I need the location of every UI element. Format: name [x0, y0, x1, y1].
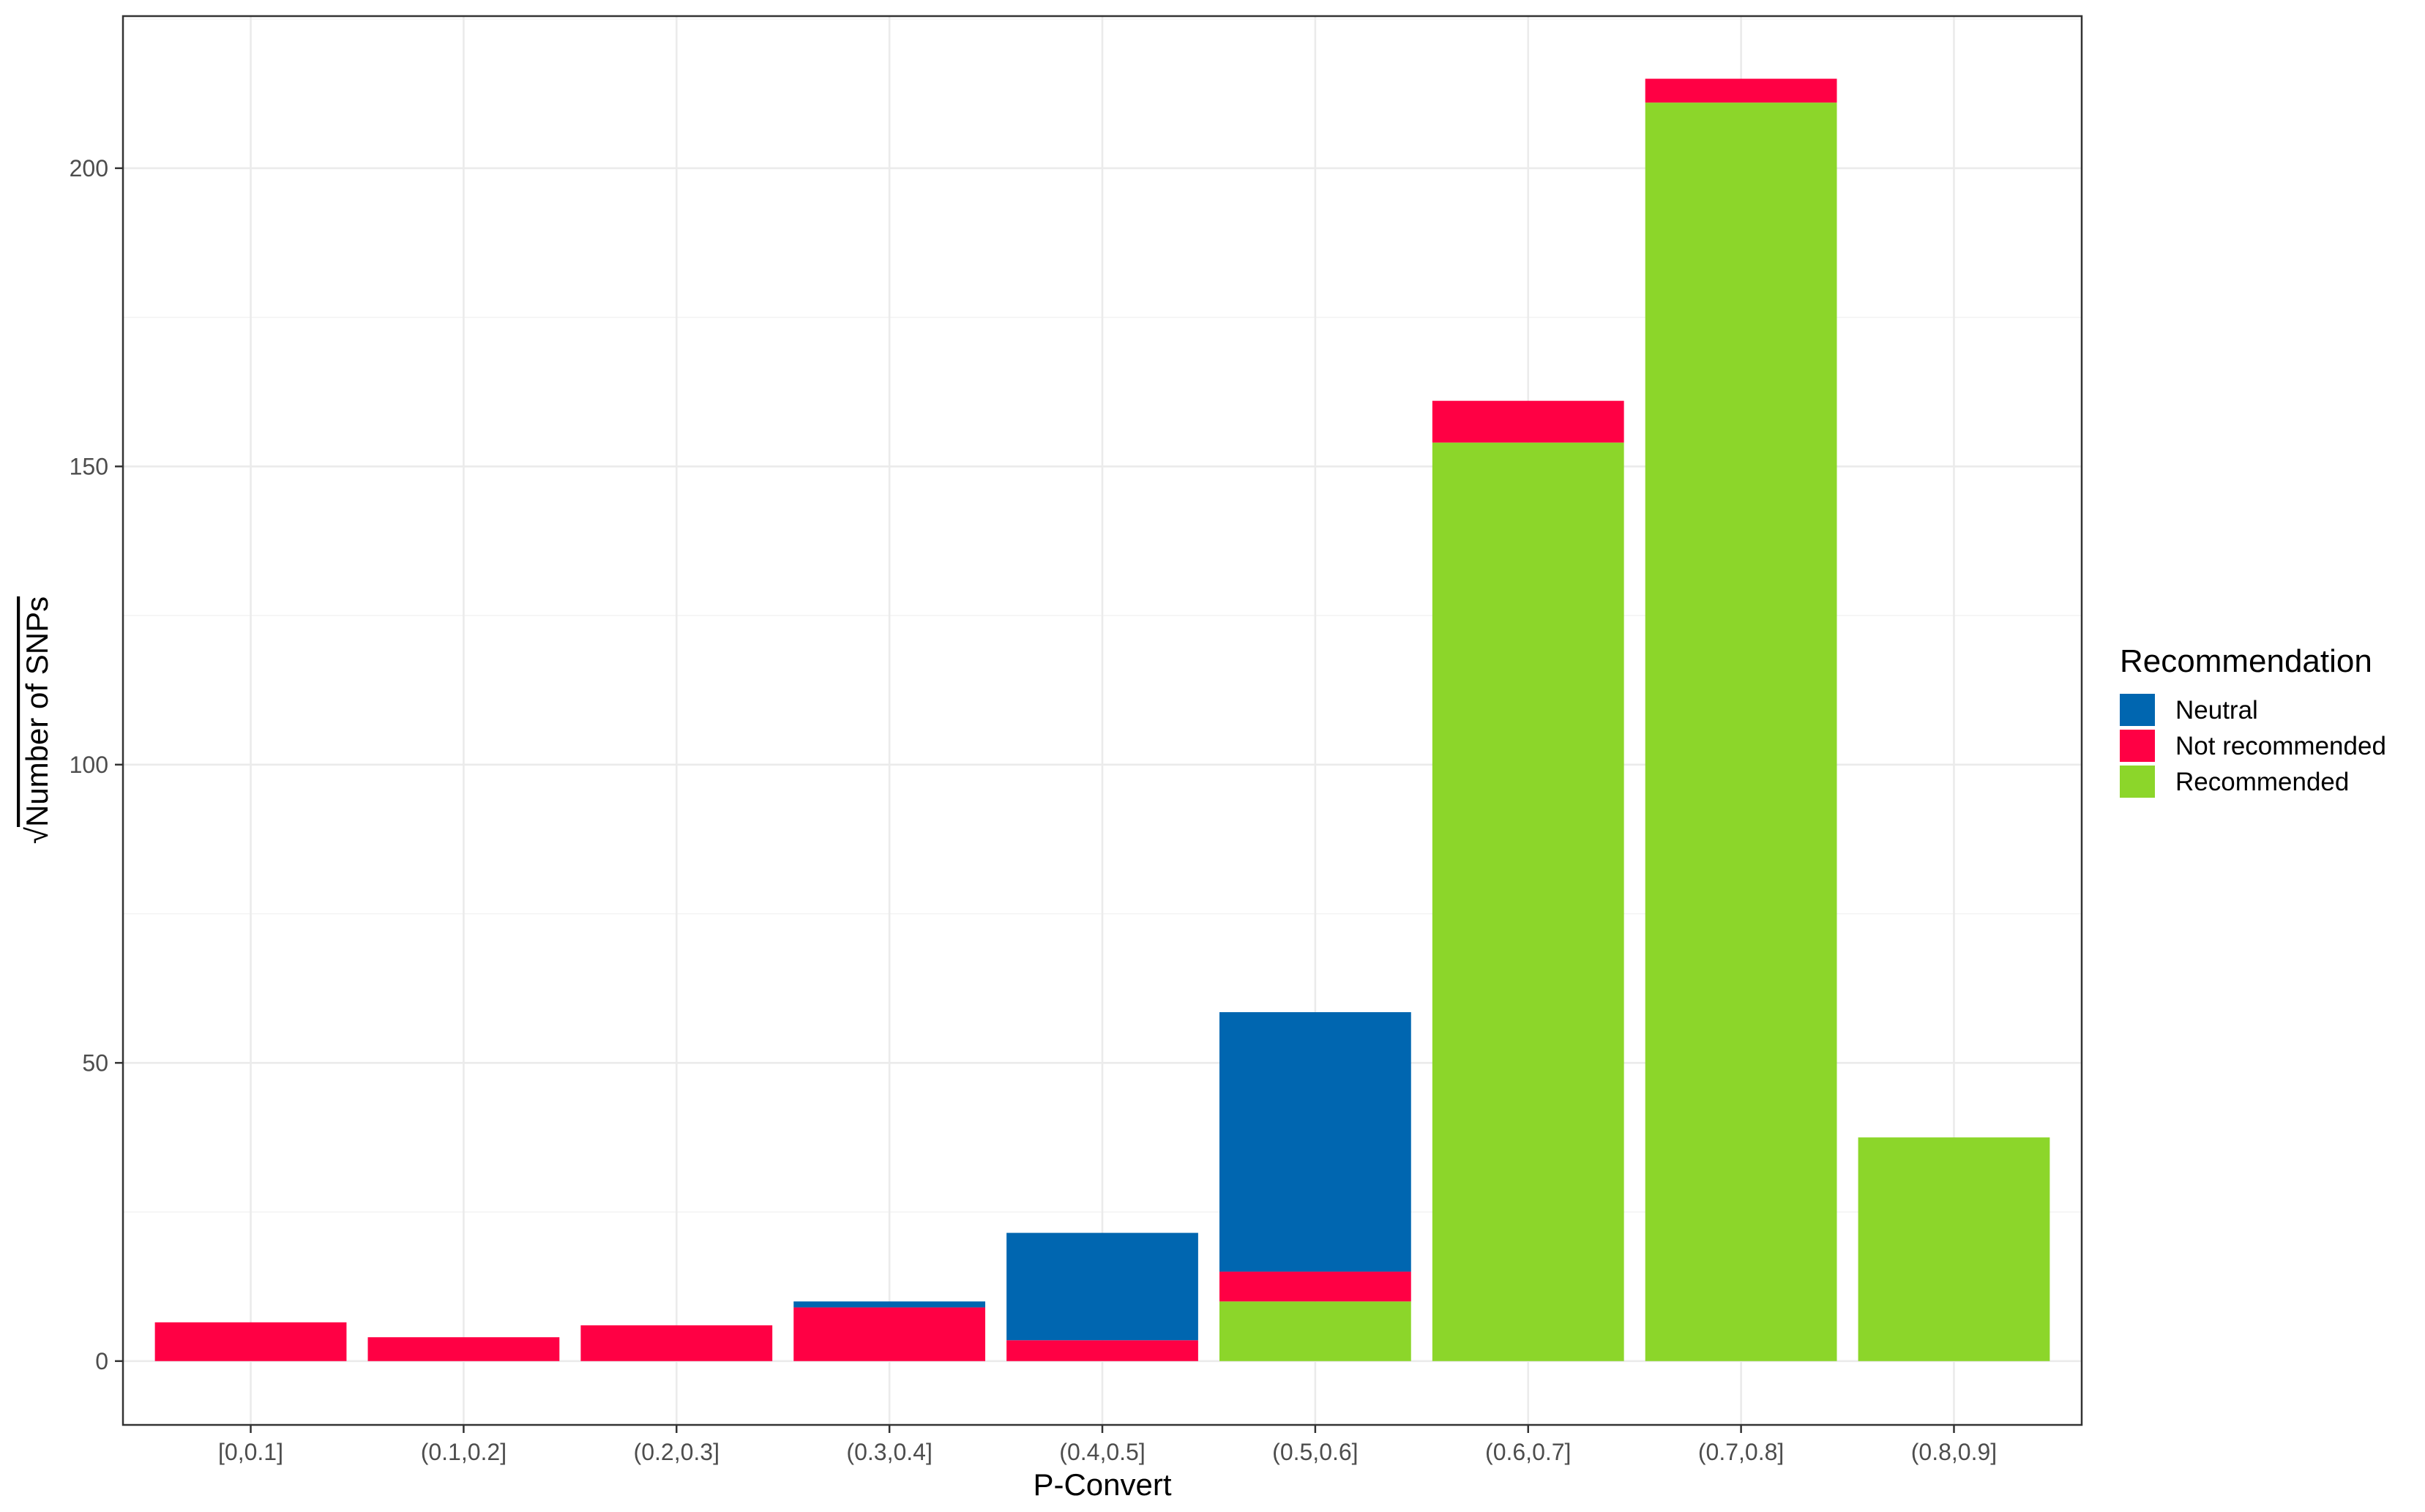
bar-segment: [1006, 1232, 1198, 1341]
bar-segment: [1219, 1012, 1411, 1272]
bar-segment: [367, 1337, 560, 1361]
legend-label: Recommended: [2175, 768, 2349, 796]
legend-key: [2120, 730, 2155, 762]
legend-label: Not recommended: [2175, 732, 2386, 760]
bar-segment: [1645, 102, 1837, 1361]
bar-segment: [1432, 442, 1624, 1361]
y-axis-title: √Number of SNPs: [20, 596, 54, 844]
y-tick-label: 200: [70, 155, 108, 181]
bar-segment: [1219, 1271, 1411, 1302]
x-tick-label: (0.8,0.9]: [1911, 1439, 1997, 1465]
legend: Recommendation Neutral Not recommended Rec…: [2120, 643, 2386, 798]
x-tick-label: [0,0.1]: [218, 1439, 283, 1465]
x-tick-label: (0.4,0.5]: [1059, 1439, 1145, 1465]
legend-key: [2120, 694, 2155, 726]
bar-segment: [1006, 1340, 1198, 1361]
legend-items: Neutral Not recommended Recommended: [2120, 694, 2386, 798]
y-tick-label: 150: [70, 453, 108, 479]
bar-segment: [793, 1301, 986, 1308]
x-tick-label: (0.1,0.2]: [421, 1439, 507, 1465]
x-tick-label: (0.3,0.4]: [846, 1439, 932, 1465]
x-tick-label: (0.5,0.6]: [1272, 1439, 1358, 1465]
bar-segment: [1645, 78, 1837, 103]
y-tick-label: 0: [95, 1348, 108, 1374]
y-tick-label: 50: [82, 1049, 108, 1076]
legend-key: [2120, 766, 2155, 798]
x-tick-label: (0.7,0.8]: [1698, 1439, 1784, 1465]
x-tick-label: (0.6,0.7]: [1485, 1439, 1571, 1465]
bar-segment: [793, 1307, 986, 1361]
bar-segment: [154, 1322, 347, 1361]
bar-segment: [580, 1325, 773, 1361]
bar-segment: [1432, 400, 1624, 443]
axis-ticks: 0 50 100 150 200 [0,0.1] (0.1,0.2] (0.2,0.3] (0.…: [70, 155, 1998, 1465]
legend-label: Neutral: [2175, 696, 2258, 725]
bar-segment: [1219, 1301, 1411, 1361]
x-tick-label: (0.2,0.3]: [634, 1439, 720, 1465]
y-axis-title-text: Number of SNPs: [20, 596, 54, 827]
svg-text:√Number of SNPs: √Number of SNPs: [20, 596, 54, 844]
legend-title: Recommendation: [2120, 643, 2372, 679]
y-tick-label: 100: [70, 752, 108, 778]
y-axis-title-radical: √: [20, 826, 54, 844]
bar-segment: [1858, 1137, 2050, 1361]
x-axis-title: P-Convert: [1033, 1467, 1171, 1502]
bars: [154, 78, 2050, 1361]
